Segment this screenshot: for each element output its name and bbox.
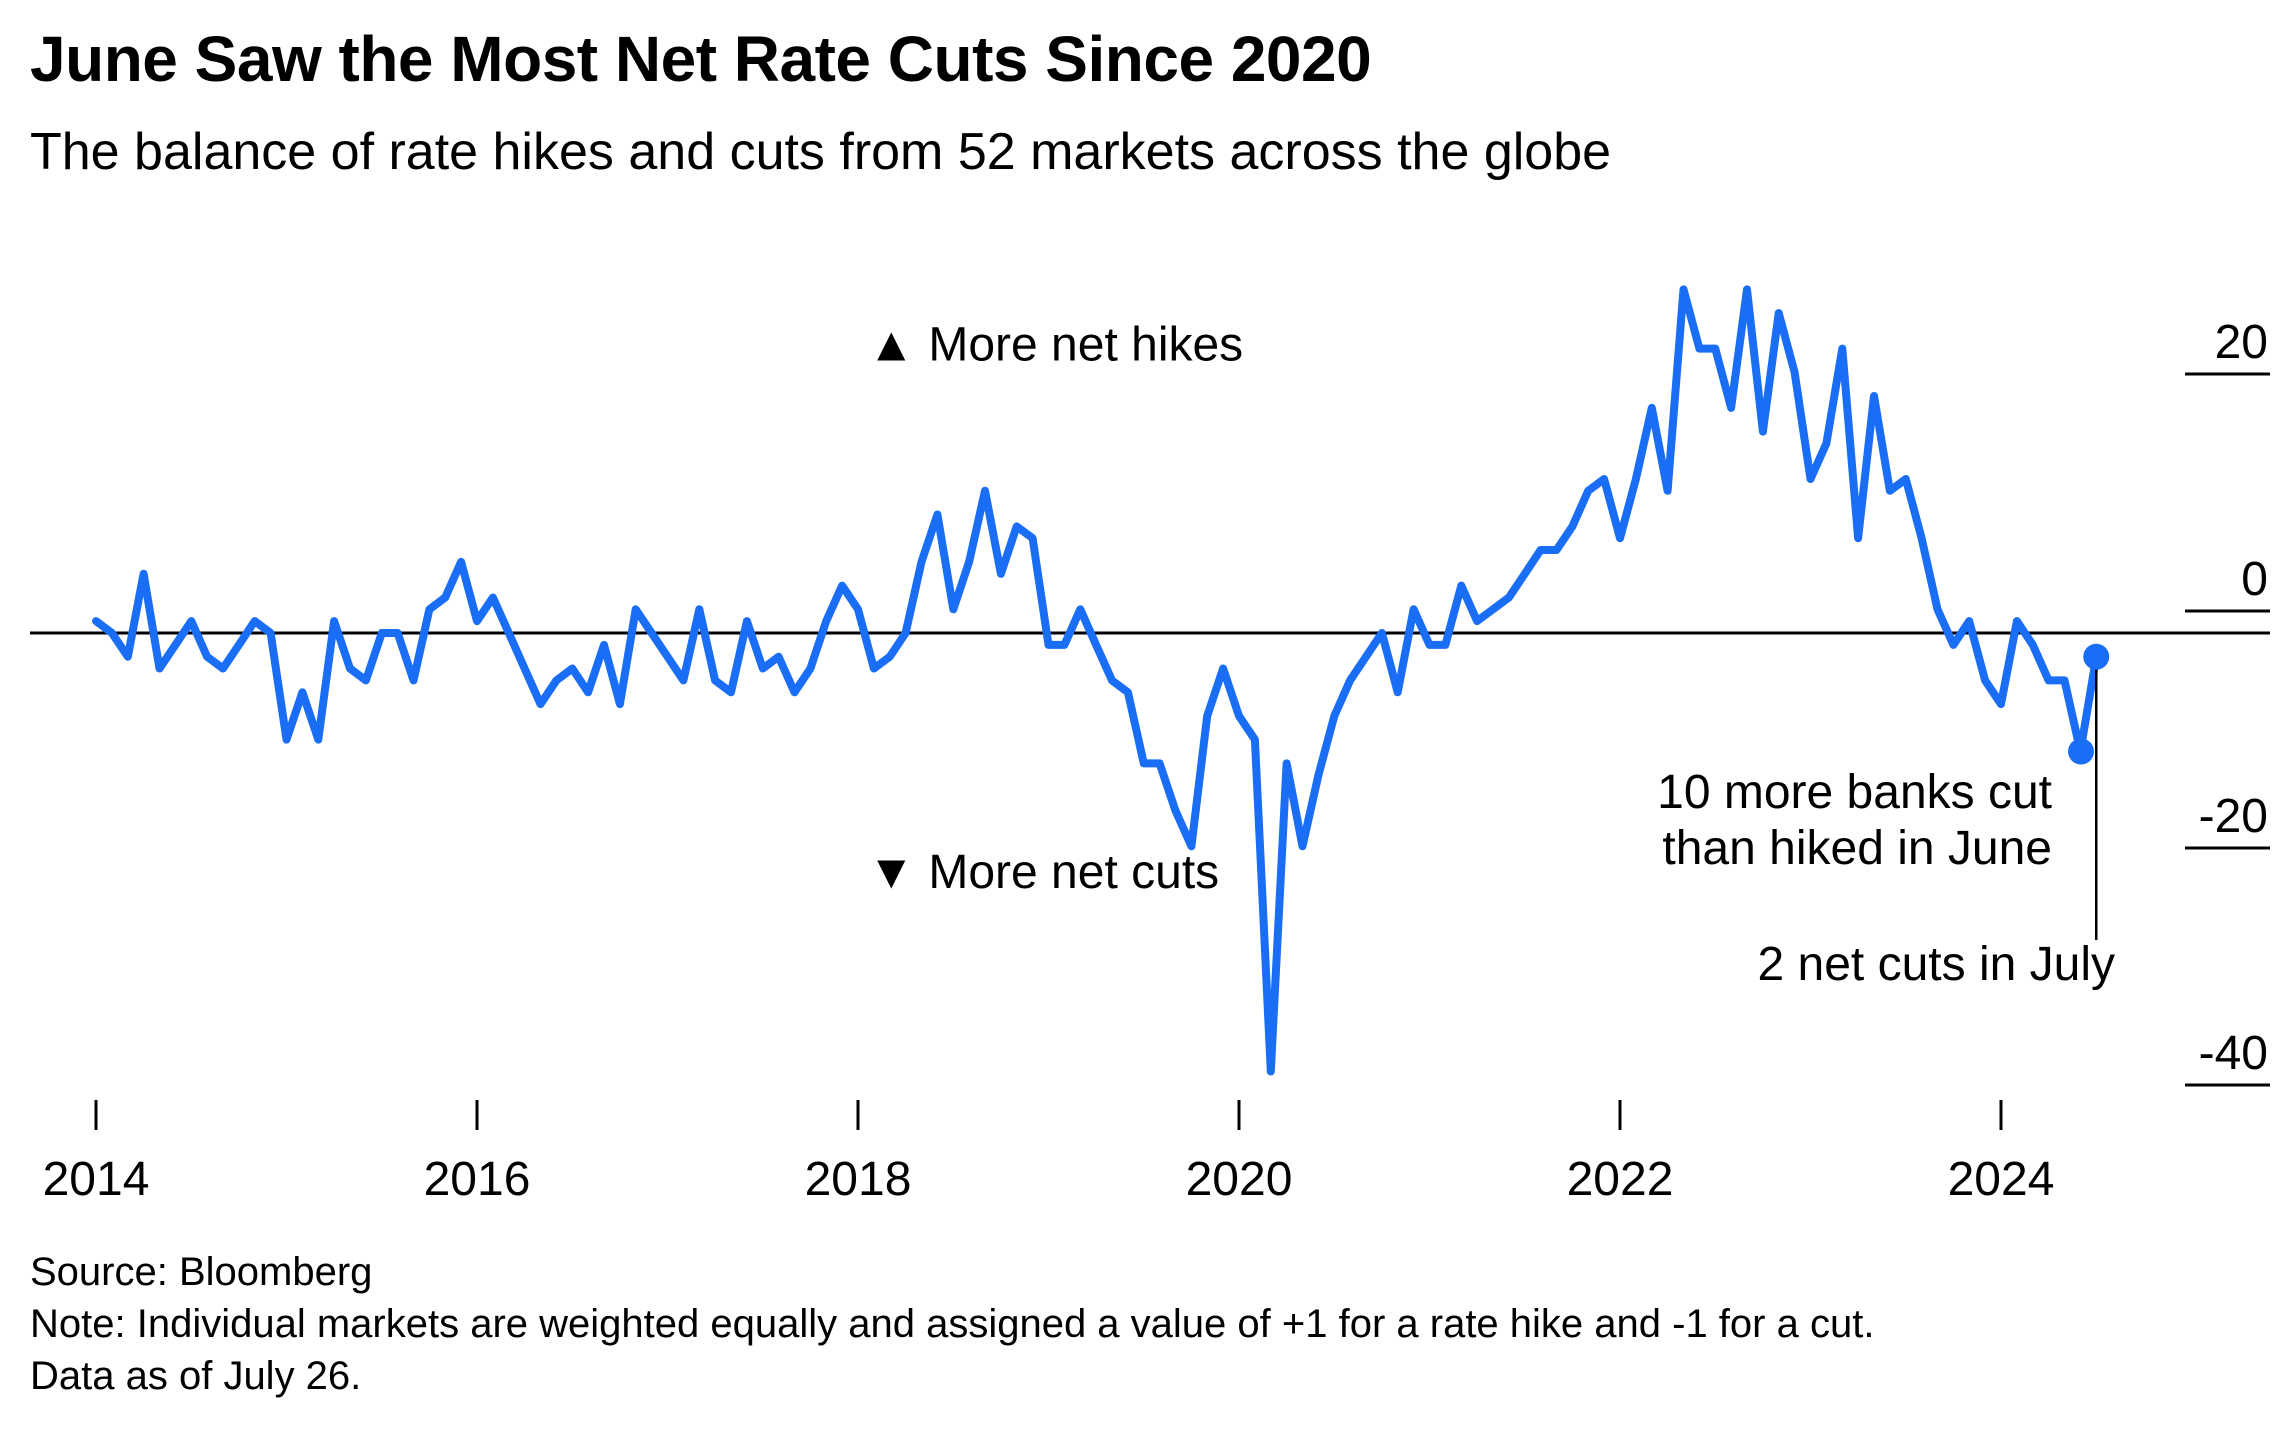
x-tick-label: 2020 bbox=[1186, 1153, 1293, 1206]
more-net-cuts-label: ▼ More net cuts bbox=[868, 846, 1220, 899]
x-tick-label: 2014 bbox=[43, 1153, 150, 1206]
y-tick-label: -20 bbox=[2199, 790, 2268, 843]
y-tick-label: -40 bbox=[2199, 1027, 2268, 1080]
chart-labels: ▲ More net hikes ▼ More net cuts 10 more b… bbox=[868, 318, 2115, 991]
june-annotation-line2: than hiked in June bbox=[1662, 822, 2052, 875]
x-tick-label: 2016 bbox=[424, 1153, 531, 1206]
series-line bbox=[92, 285, 2101, 1076]
x-tick-label: 2022 bbox=[1567, 1153, 1674, 1206]
chart-marks bbox=[92, 285, 2110, 1076]
july-annotation: 2 net cuts in July bbox=[1757, 938, 2115, 991]
y-tick-label: 20 bbox=[2215, 316, 2268, 369]
x-tick-label: 2024 bbox=[1948, 1153, 2055, 1206]
x-tick-label: 2018 bbox=[805, 1153, 912, 1206]
source-note: Source: Bloomberg bbox=[30, 1250, 373, 1294]
more-net-hikes-label: ▲ More net hikes bbox=[868, 318, 1244, 371]
chart-subtitle: The balance of rate hikes and cuts from … bbox=[30, 123, 1612, 181]
methodology-note: Note: Individual markets are weighted eq… bbox=[30, 1302, 1875, 1346]
y-tick-label: 0 bbox=[2241, 553, 2268, 606]
june-annotation-line1: 10 more banks cut bbox=[1657, 766, 2052, 819]
chart-axes: 20 0 -20 -40 2014 2016 2018 2020 2022 2024 bbox=[30, 316, 2270, 1206]
highlight-point bbox=[2068, 738, 2095, 765]
highlight-point bbox=[2083, 643, 2110, 670]
chart-title: June Saw the Most Net Rate Cuts Since 20… bbox=[30, 23, 1372, 95]
data-date-note: Data as of July 26. bbox=[30, 1354, 362, 1398]
